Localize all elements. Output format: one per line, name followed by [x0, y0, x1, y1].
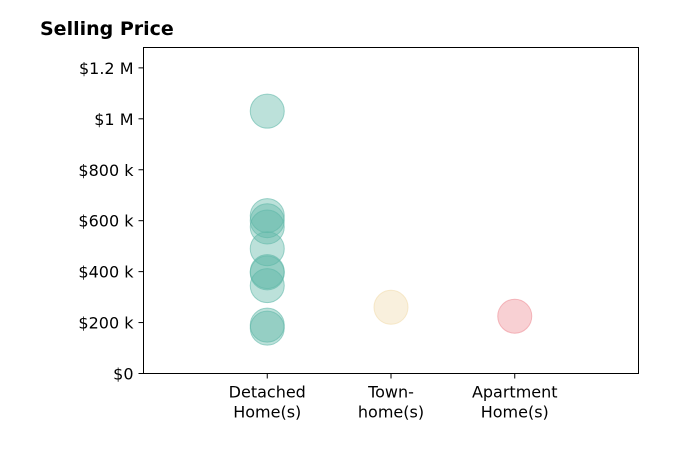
x-tick-label: Apartment — [472, 383, 558, 402]
data-point — [497, 298, 533, 334]
x-tick-label: Home(s) — [481, 403, 549, 422]
y-tick-label: $1.2 M — [79, 59, 134, 78]
y-tick-label: $1 M — [94, 110, 133, 129]
y-tick-label: $200 k — [78, 314, 134, 333]
x-tick-label: Detached — [229, 383, 306, 402]
data-point — [249, 209, 285, 245]
data-point — [249, 268, 285, 304]
x-axis: DetachedHome(s)Town-home(s)ApartmentHome… — [229, 373, 558, 422]
y-tick-label: $400 k — [78, 263, 134, 282]
x-tick-label: home(s) — [358, 403, 424, 422]
y-tick-label: $800 k — [78, 161, 134, 180]
data-point — [249, 198, 285, 234]
x-tick-label: Town- — [367, 383, 414, 402]
data-point — [249, 255, 285, 291]
data-point — [249, 310, 285, 346]
points-layer — [249, 93, 533, 346]
y-axis: $0 $200 k $400 k $600 k $800 k $1 M $1.2 M — [78, 59, 144, 384]
data-point — [373, 289, 409, 325]
x-tick-label: Home(s) — [233, 403, 301, 422]
chart-title: Selling Price — [40, 18, 174, 40]
y-tick-label: $0 — [113, 365, 133, 384]
y-tick-label: $600 k — [78, 212, 134, 231]
data-point — [249, 93, 285, 129]
